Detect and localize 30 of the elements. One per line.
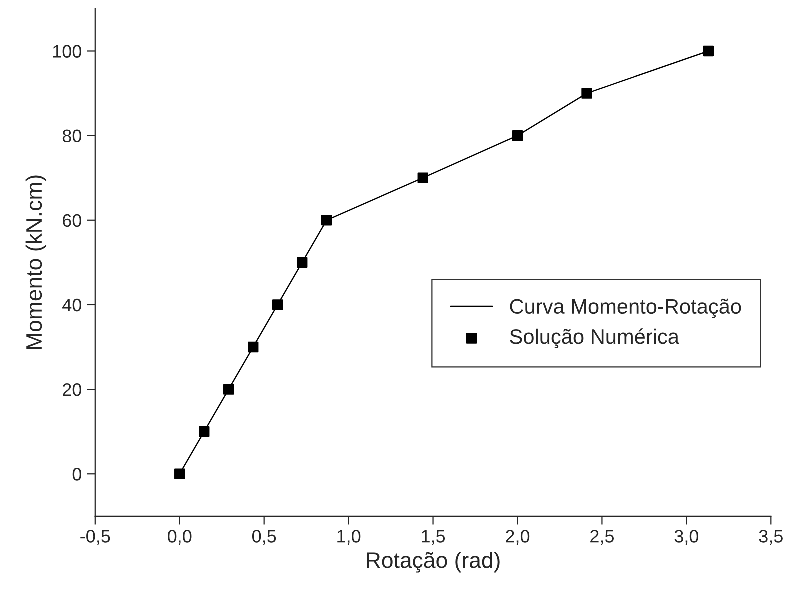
point — [224, 384, 234, 395]
x-tick-label: 0,0 — [168, 530, 192, 545]
x-tick-label: -0,5 — [80, 530, 110, 545]
x-tick-label: 1,5 — [422, 530, 446, 545]
point — [272, 300, 284, 310]
x-axis-title: Rotação (rad) — [367, 552, 500, 573]
x-tick-label: 2,5 — [590, 530, 614, 545]
point — [512, 130, 524, 142]
y-tick-label: 100 — [53, 45, 82, 58]
y-tick-label: 20 — [63, 383, 82, 396]
point — [174, 468, 186, 480]
x-tick-label: 3,5 — [759, 530, 783, 545]
point — [703, 46, 714, 57]
x-tick-label: 0,5 — [252, 530, 276, 545]
x-tick-label: 1,0 — [338, 530, 361, 545]
legend-label: Solução Numérica — [510, 328, 680, 348]
point — [248, 342, 259, 353]
y-axis-title: Momento (kN.cm) — [26, 176, 47, 350]
point — [321, 215, 332, 226]
y-tick-label: 60 — [63, 214, 82, 228]
point — [199, 426, 210, 438]
x-tick-label: 2,0 — [506, 530, 530, 545]
y-tick-label: 0 — [72, 468, 82, 481]
x-tick-label: 3,0 — [674, 530, 699, 545]
point — [418, 172, 428, 184]
point — [296, 257, 308, 268]
y-tick-label: 80 — [62, 130, 82, 143]
legend-label: Curva Momento-Rotação — [510, 298, 742, 318]
point — [582, 88, 592, 99]
y-tick-label: 40 — [62, 298, 82, 312]
